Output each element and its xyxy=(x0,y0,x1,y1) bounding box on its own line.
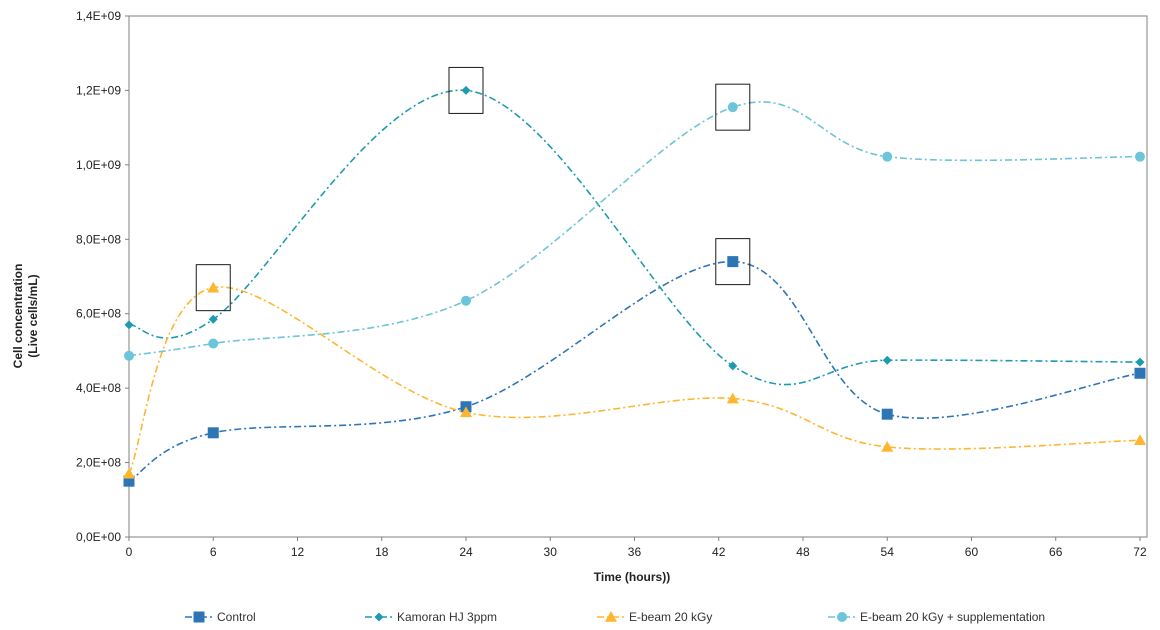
data-point xyxy=(727,102,738,113)
x-tick-label: 36 xyxy=(628,545,642,559)
data-point xyxy=(728,361,738,371)
y-tick-label: 6,0E+08 xyxy=(76,307,121,321)
data-point xyxy=(1135,357,1145,367)
legend-label: E-beam 20 kGy + supplementation xyxy=(860,610,1045,624)
data-point xyxy=(1133,434,1146,446)
y-tick-label: 1,2E+09 xyxy=(76,83,121,97)
y-axis-title-line-1: Cell concentration xyxy=(11,264,25,369)
legend-label: E-beam 20 kGy xyxy=(629,610,712,624)
legend-marker xyxy=(193,611,205,623)
data-point xyxy=(124,320,134,330)
x-tick-label: 18 xyxy=(375,545,389,559)
series-e-beam-20-kgy-supplementation xyxy=(124,101,1145,361)
x-tick-label: 42 xyxy=(712,545,726,559)
x-tick-label: 48 xyxy=(796,545,810,559)
y-tick-label: 4,0E+08 xyxy=(76,381,121,395)
highlight-box xyxy=(195,264,231,312)
x-tick-label: 24 xyxy=(459,545,473,559)
data-point xyxy=(207,427,219,439)
series-kamoran-hj-3ppm xyxy=(124,85,1145,386)
data-point xyxy=(207,281,220,293)
legend-item: E-beam 20 kGy xyxy=(597,610,712,624)
series-line xyxy=(128,101,1140,357)
legend-item: E-beam 20 kGy + supplementation xyxy=(828,610,1045,624)
data-point xyxy=(208,314,218,324)
data-point xyxy=(882,355,892,365)
legend: Control Kamoran HJ 3ppm E-beam 20 kGy E-bea… xyxy=(185,610,1045,624)
data-point xyxy=(881,440,894,452)
highlight-box xyxy=(448,66,484,114)
legend-marker xyxy=(605,611,617,622)
x-axis-ticks: 0 6 12 18 24 30 36 42 48 54 60 66 72 xyxy=(126,537,1147,559)
data-point xyxy=(124,350,134,361)
data-point xyxy=(882,151,893,162)
x-tick-label: 30 xyxy=(544,545,558,559)
data-point xyxy=(1134,367,1146,379)
x-tick-label: 54 xyxy=(881,545,895,559)
series-e-beam-20-kgy xyxy=(123,281,1146,479)
axis-frame xyxy=(128,15,1148,538)
legend-label: Control xyxy=(217,610,256,624)
data-point xyxy=(726,392,739,404)
y-axis-ticks: 0,0E+00 2,0E+08 4,0E+08 6,0E+08 8,0E+08 1,0E+… xyxy=(76,9,129,544)
data-point xyxy=(460,295,471,306)
y-axis-title-line-2: (Live cells/mL) xyxy=(26,274,40,357)
y-tick-label: 0,0E+00 xyxy=(76,530,121,544)
x-tick-label: 0 xyxy=(126,545,133,559)
x-tick-label: 12 xyxy=(291,545,305,559)
data-point xyxy=(208,338,219,349)
x-tick-label: 60 xyxy=(965,545,979,559)
x-axis-title: Time (hours)) xyxy=(594,570,670,584)
x-tick-label: 72 xyxy=(1133,545,1147,559)
data-point xyxy=(1134,151,1145,162)
data-point xyxy=(459,406,472,418)
legend-item: Kamoran HJ 3ppm xyxy=(365,610,497,624)
legend-item: Control xyxy=(185,610,256,624)
series-layer xyxy=(123,85,1146,487)
y-tick-label: 1,0E+09 xyxy=(76,158,121,172)
highlight-boxes xyxy=(195,66,751,312)
y-tick-label: 8,0E+08 xyxy=(76,232,121,246)
series-line xyxy=(128,260,1141,482)
series-line xyxy=(128,89,1140,386)
data-point xyxy=(123,475,135,487)
data-point xyxy=(727,256,739,268)
highlight-box xyxy=(715,83,751,131)
y-tick-label: 2,0E+08 xyxy=(76,456,121,470)
data-point xyxy=(881,408,893,420)
legend-marker xyxy=(837,612,847,622)
plot-border xyxy=(128,15,1148,538)
legend-label: Kamoran HJ 3ppm xyxy=(397,610,497,624)
data-point xyxy=(461,85,471,95)
y-tick-label: 1,4E+09 xyxy=(76,9,121,23)
data-point xyxy=(123,467,135,479)
series-control xyxy=(123,256,1146,487)
x-tick-label: 66 xyxy=(1049,545,1063,559)
highlight-box xyxy=(715,238,751,286)
series-line xyxy=(128,286,1141,475)
x-tick-label: 6 xyxy=(210,545,217,559)
legend-marker xyxy=(374,612,384,622)
